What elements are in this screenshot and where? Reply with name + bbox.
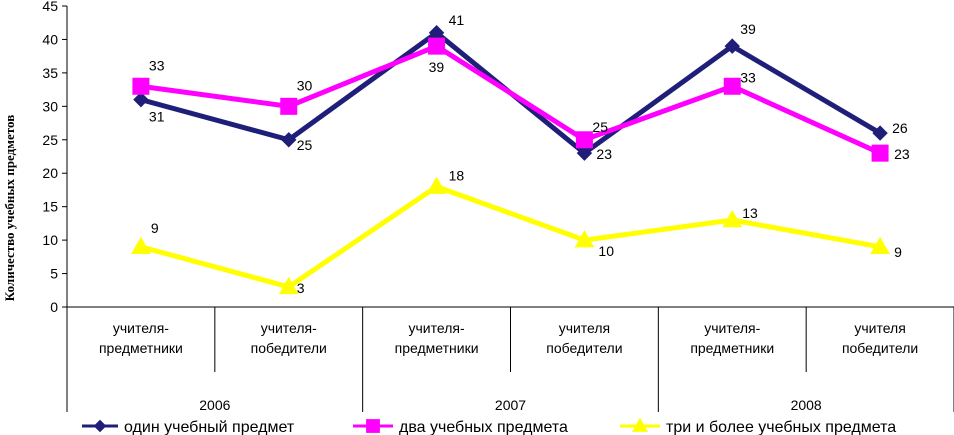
series-point	[131, 236, 151, 255]
x-group-label: 2007	[495, 397, 526, 413]
legend-label: один учебный предмет	[124, 419, 295, 435]
series-point	[872, 125, 888, 141]
series-point	[724, 38, 740, 54]
y-tick-label: 5	[50, 266, 58, 282]
series-point	[870, 236, 890, 255]
data-label: 3	[297, 280, 305, 296]
x-group-label: 2006	[199, 397, 230, 413]
series-layer	[131, 25, 890, 295]
data-label: 39	[429, 59, 445, 75]
y-tick-label: 30	[42, 98, 58, 114]
legend: один учебный предмет два учебных предмета…	[82, 417, 896, 435]
legend-swatch-marker	[631, 417, 649, 432]
data-label: 23	[596, 146, 612, 162]
legend-label: три и более учебных предмета	[666, 419, 896, 435]
y-axis-label: Количество учебных предметов	[2, 115, 17, 301]
data-labels-layer: 31 25 41 23 39 26 33 30 39 25 33 23 9 3 18 10 13 9	[149, 12, 910, 296]
series-point	[574, 230, 595, 248]
data-label: 18	[449, 168, 465, 184]
y-tick-label: 20	[42, 165, 58, 181]
y-tick-label: 15	[42, 199, 58, 215]
data-label: 25	[592, 119, 608, 135]
data-label: 23	[894, 146, 910, 162]
legend-item: два учебных предмета	[353, 419, 568, 435]
data-label: 30	[297, 77, 313, 93]
series-point	[576, 145, 593, 161]
legend-item: три и более учебных предмета	[620, 417, 896, 435]
y-axis-label-group: Количество учебных предметов	[2, 115, 17, 301]
series-point	[722, 210, 743, 228]
x-category-label: учителя-победители	[251, 320, 327, 356]
series-point	[428, 37, 446, 55]
data-label: 10	[598, 243, 614, 259]
legend-item: один учебный предмет	[82, 419, 295, 435]
series-point	[426, 176, 447, 194]
data-label: 13	[742, 205, 758, 221]
data-label: 39	[740, 21, 756, 37]
data-label: 41	[449, 12, 465, 28]
series-point	[280, 97, 298, 115]
y-tick-label: 0	[50, 299, 58, 315]
x-category-label: учителя-предметники	[99, 320, 183, 356]
x-category-label: учителя победители	[546, 320, 622, 356]
y-tick-label: 10	[42, 232, 58, 248]
y-tick-label: 45	[42, 0, 58, 14]
data-label: 33	[740, 69, 756, 85]
data-label: 9	[894, 244, 902, 260]
data-label: 33	[149, 57, 165, 73]
series-point	[281, 132, 297, 148]
legend-swatch-marker	[93, 419, 107, 433]
series-point	[133, 91, 149, 108]
data-label: 31	[149, 109, 165, 125]
chart-axes: 0 5 10 15 20 25 30 35 40 45 учителя-предметники учи…	[42, 0, 954, 413]
y-tick-label: 25	[42, 132, 58, 148]
x-category-label: учителя победители	[842, 320, 918, 356]
x-category-label: учителя-предметники	[690, 320, 774, 356]
series-point	[278, 276, 299, 295]
series-line	[140, 43, 882, 156]
y-tick-label: 35	[42, 65, 58, 81]
x-category-label: учителя-предметники	[395, 320, 479, 356]
y-tick-label: 40	[42, 31, 58, 47]
series-point	[723, 77, 741, 95]
data-label: 25	[297, 137, 313, 153]
series-point	[132, 77, 150, 95]
series-point	[575, 131, 593, 149]
data-label: 26	[892, 120, 908, 136]
legend-swatch-marker	[366, 419, 380, 433]
data-label: 9	[151, 220, 159, 236]
legend-label: два учебных предмета	[399, 419, 568, 435]
series-line	[140, 183, 881, 290]
series-point	[871, 144, 889, 162]
x-group-label: 2008	[791, 397, 822, 413]
